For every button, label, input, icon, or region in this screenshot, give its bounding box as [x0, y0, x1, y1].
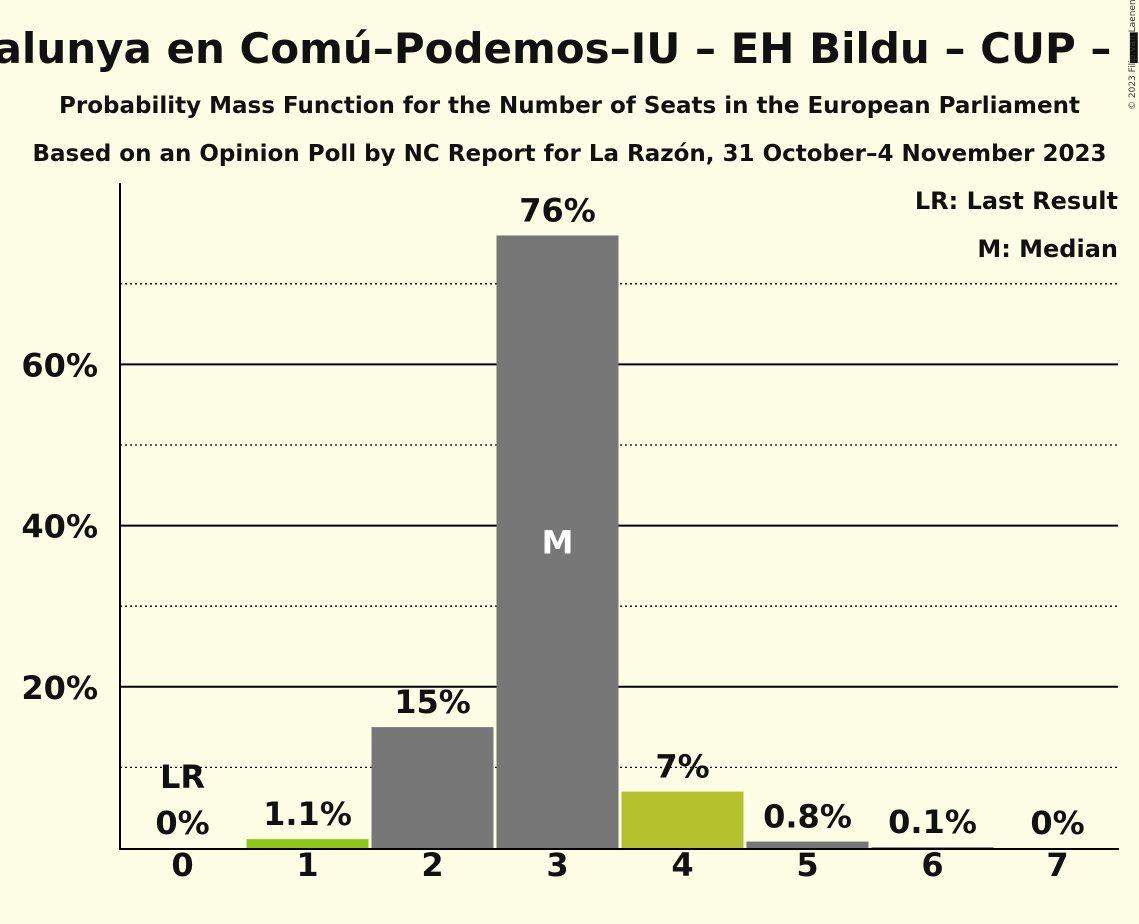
x-tick-label: 0: [171, 846, 193, 884]
last-result-marker: LR: [160, 758, 205, 796]
x-tick-label: 7: [1046, 846, 1068, 884]
bar-value-label: 7%: [655, 748, 709, 786]
bar-seats-6: [871, 847, 994, 848]
x-tick-label: 6: [921, 846, 943, 884]
chart-subtitle: Probability Mass Function for the Number…: [59, 93, 1080, 119]
chart-subtitle-source: Based on an Opinion Poll by NC Report fo…: [32, 141, 1106, 167]
bar-value-label: 1.1%: [263, 795, 352, 833]
bar-seats-2: [371, 727, 494, 848]
y-tick-label: 40%: [21, 508, 98, 546]
chart-title: Sumar–Más País–Compromís–Catalunya en Co…: [0, 24, 1139, 73]
bar-value-label: 15%: [394, 683, 471, 721]
bar-seats-3: [496, 235, 619, 848]
bar-layer: [246, 235, 994, 848]
grid-layer: [120, 283, 1118, 769]
label-layer: 20%40%60%0%0LR1.1%115%276%3M7%40.8%50.1%…: [21, 191, 1084, 884]
copyright-note: © 2023 Filip van Laenen: [1128, 0, 1138, 110]
bar-value-label: 0.1%: [888, 803, 977, 841]
legend-median: M: Median: [977, 235, 1118, 263]
bar-seats-1: [246, 839, 369, 848]
bar-value-label: 0%: [155, 804, 209, 842]
y-tick-label: 60%: [21, 346, 98, 384]
bar-value-label: 0.8%: [763, 798, 852, 836]
bar-seats-5: [746, 841, 869, 848]
bar-value-label: 76%: [519, 191, 596, 229]
legend-last-result: LR: Last Result: [915, 187, 1118, 215]
x-tick-label: 2: [421, 846, 443, 884]
x-tick-label: 5: [796, 846, 818, 884]
bar-seats-4: [621, 791, 744, 848]
y-tick-label: 20%: [21, 669, 98, 707]
bar-value-label: 0%: [1030, 804, 1084, 842]
x-tick-label: 1: [296, 846, 318, 884]
x-tick-label: 3: [546, 846, 568, 884]
x-tick-label: 4: [671, 846, 693, 884]
median-marker: M: [542, 524, 574, 562]
